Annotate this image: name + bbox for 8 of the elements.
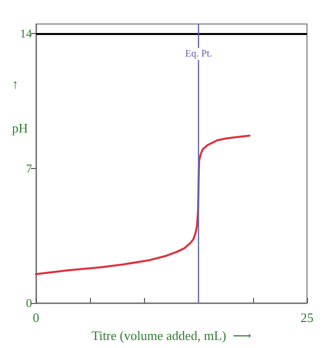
- text: ↑ pH: [12, 76, 28, 136]
- y-tick-label: 0: [26, 296, 32, 310]
- y-tick-label: 14: [20, 26, 32, 41]
- line-series: [35, 134, 251, 276]
- x-axis-title: Titre (volume added, mL) ⟶: [92, 328, 252, 343]
- y-tick-label: 7: [26, 161, 32, 176]
- ref-line-label: Eq. Pt.: [185, 48, 212, 60]
- x-tick-label: 25: [300, 310, 314, 325]
